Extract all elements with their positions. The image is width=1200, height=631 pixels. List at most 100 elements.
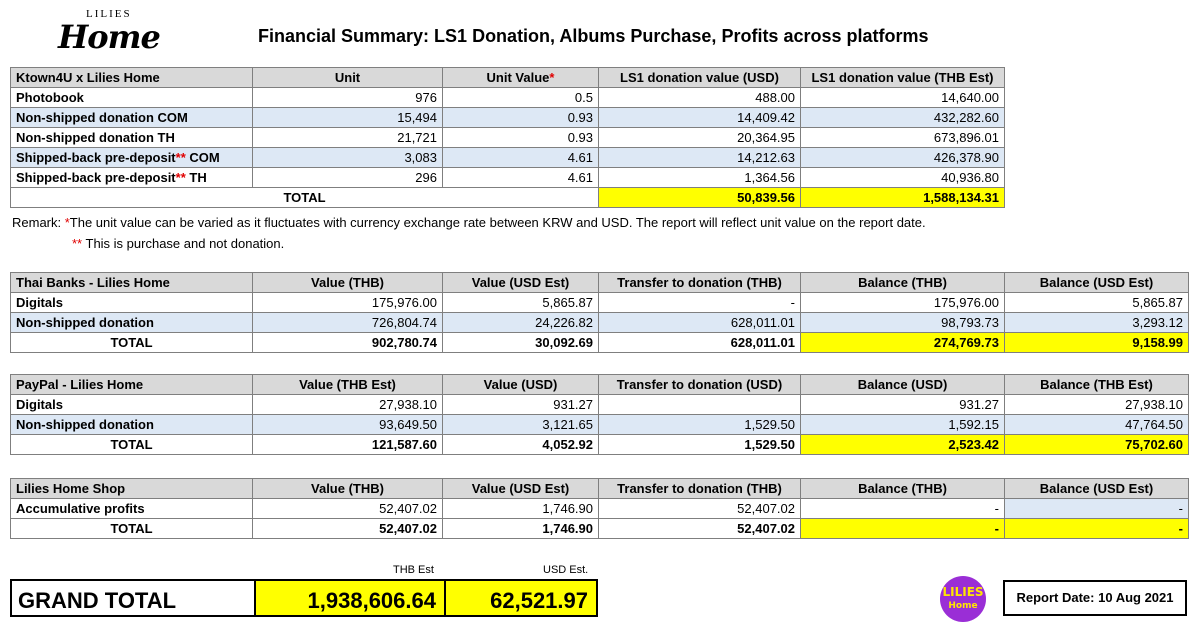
lilies-home-badge-logo: LILIES Home <box>940 576 986 622</box>
paypal-header-row: PayPal - Lilies Home Value (THB Est) Val… <box>10 374 1189 395</box>
value-cell: - <box>598 292 801 313</box>
remark-text-2: This is purchase and not donation. <box>82 236 285 251</box>
col-header: Balance (USD Est) <box>1004 272 1189 293</box>
ktown-col-header: LS1 donation value (THB Est) <box>800 67 1005 88</box>
unit-value-header-label: Unit Value <box>486 70 550 85</box>
total-thb: 1,588,134.31 <box>800 187 1005 208</box>
badge-line-1: LILIES <box>942 585 984 599</box>
table-row: Digitals 175,976.00 5,865.87 - 175,976.0… <box>10 292 1189 313</box>
table-row: Non-shipped donation TH 21,721 0.93 20,3… <box>10 127 1005 148</box>
value-cell: 3,121.65 <box>442 414 599 435</box>
thb-cell: 432,282.60 <box>800 107 1005 128</box>
usd-cell: 20,364.95 <box>598 127 801 148</box>
col-header: Balance (THB) <box>800 478 1005 499</box>
ktown-header-row: Ktown4U x Lilies Home Unit Unit Value* L… <box>10 67 1005 88</box>
shop-table: Lilies Home Shop Value (THB) Value (USD … <box>10 478 1189 539</box>
grand-total-label: GRAND TOTAL <box>18 588 177 613</box>
value-cell: - <box>1004 498 1189 519</box>
value-cell: - <box>800 498 1005 519</box>
col-header: Value (USD Est) <box>442 272 599 293</box>
table-row: Shipped-back pre-deposit** TH 296 4.61 1… <box>10 167 1005 188</box>
report-date: Report Date: 10 Aug 2021 <box>1003 580 1187 616</box>
col-header: Thai Banks - Lilies Home <box>10 272 253 293</box>
value-cell: 1,746.90 <box>442 498 599 519</box>
col-header: Value (THB) <box>252 272 443 293</box>
row-label: Accumulative profits <box>10 498 253 519</box>
logo-big-text: Home <box>58 18 161 56</box>
table-row: Accumulative profits 52,407.02 1,746.90 … <box>10 498 1189 519</box>
row-label-text: Shipped-back pre-deposit <box>16 150 176 165</box>
total-value: 1,746.90 <box>442 518 599 539</box>
table-row: Non-shipped donation 93,649.50 3,121.65 … <box>10 414 1189 435</box>
row-label-suffix: COM <box>185 150 220 165</box>
thb-cell: 14,640.00 <box>800 87 1005 108</box>
unit-value-cell: 0.93 <box>442 107 599 128</box>
total-usd: 50,839.56 <box>598 187 801 208</box>
shop-header-row: Lilies Home Shop Value (THB) Value (USD … <box>10 478 1189 499</box>
row-label: Digitals <box>10 292 253 313</box>
value-cell: 175,976.00 <box>800 292 1005 313</box>
table-row: Non-shipped donation 726,804.74 24,226.8… <box>10 312 1189 333</box>
value-cell <box>598 394 801 415</box>
col-header: Value (USD Est) <box>442 478 599 499</box>
total-label: TOTAL <box>10 187 599 208</box>
remark-prefix: Remark: <box>12 215 65 230</box>
thai-banks-header-row: Thai Banks - Lilies Home Value (THB) Val… <box>10 272 1189 293</box>
col-header: Value (THB Est) <box>252 374 443 395</box>
col-header: Transfer to donation (THB) <box>598 272 801 293</box>
unit-value-cell: 4.61 <box>442 147 599 168</box>
col-header: Balance (USD) <box>800 374 1005 395</box>
row-label-suffix: TH <box>185 170 207 185</box>
col-header: Transfer to donation (USD) <box>598 374 801 395</box>
unit-cell: 296 <box>252 167 443 188</box>
col-header: Value (THB) <box>252 478 443 499</box>
usd-cell: 1,364.56 <box>598 167 801 188</box>
total-row: TOTAL 50,839.56 1,588,134.31 <box>10 187 1005 208</box>
total-balance: 75,702.60 <box>1004 434 1189 455</box>
thb-cell: 40,936.80 <box>800 167 1005 188</box>
col-header: PayPal - Lilies Home <box>10 374 253 395</box>
usd-cell: 14,212.63 <box>598 147 801 168</box>
value-cell: 628,011.01 <box>598 312 801 333</box>
total-label: TOTAL <box>10 518 253 539</box>
usd-cell: 14,409.42 <box>598 107 801 128</box>
total-label: TOTAL <box>10 434 253 455</box>
paypal-table: PayPal - Lilies Home Value (THB Est) Val… <box>10 374 1189 455</box>
value-cell: 175,976.00 <box>252 292 443 313</box>
table-row: Digitals 27,938.10 931.27 931.27 27,938.… <box>10 394 1189 415</box>
total-value: 30,092.69 <box>442 332 599 353</box>
col-header: Lilies Home Shop <box>10 478 253 499</box>
table-row: Shipped-back pre-deposit** COM 3,083 4.6… <box>10 147 1005 168</box>
remark-double-star: ** <box>72 236 83 251</box>
remark-star: * <box>64 215 70 230</box>
value-cell: 931.27 <box>442 394 599 415</box>
grand-total-usd-header: USD Est. <box>543 564 589 576</box>
value-cell: 931.27 <box>800 394 1005 415</box>
value-cell: 27,938.10 <box>1004 394 1189 415</box>
value-cell: 1,529.50 <box>598 414 801 435</box>
grand-total-usd: 62,521.97 <box>444 581 596 615</box>
total-balance: 2,523.42 <box>800 434 1005 455</box>
unit-cell: 976 <box>252 87 443 108</box>
row-label: Digitals <box>10 394 253 415</box>
row-label-star: ** <box>175 170 186 185</box>
col-header: Transfer to donation (THB) <box>598 478 801 499</box>
col-header: Balance (THB Est) <box>1004 374 1189 395</box>
row-label: Shipped-back pre-deposit** TH <box>10 167 253 188</box>
total-row: TOTAL 902,780.74 30,092.69 628,011.01 27… <box>10 332 1189 353</box>
table-row: Non-shipped donation COM 15,494 0.93 14,… <box>10 107 1005 128</box>
logo-small-text: LILIES <box>86 8 132 20</box>
total-balance: 274,769.73 <box>800 332 1005 353</box>
grand-total-box: GRAND TOTAL 1,938,606.64 62,521.97 <box>10 579 598 617</box>
total-balance: - <box>800 518 1005 539</box>
value-cell: 93,649.50 <box>252 414 443 435</box>
total-row: TOTAL 121,587.60 4,052.92 1,529.50 2,523… <box>10 434 1189 455</box>
total-balance: 9,158.99 <box>1004 332 1189 353</box>
total-value: 902,780.74 <box>252 332 443 353</box>
row-label: Photobook <box>10 87 253 108</box>
row-label: Non-shipped donation <box>10 414 253 435</box>
unit-value-star: * <box>549 70 555 85</box>
total-value: 1,529.50 <box>598 434 801 455</box>
usd-cell: 488.00 <box>598 87 801 108</box>
remark-line-2: ** This is purchase and not donation. <box>72 236 284 251</box>
